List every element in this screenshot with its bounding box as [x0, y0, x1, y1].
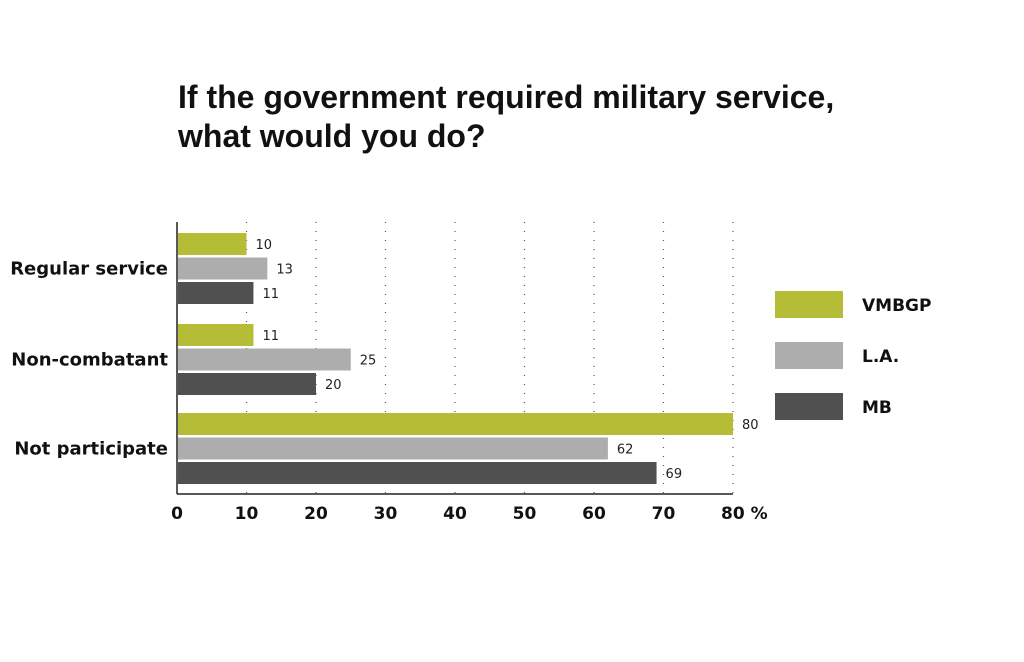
- data-label: 80: [742, 418, 759, 433]
- data-label: 25: [360, 354, 377, 369]
- axes: 0 10 20 30 40 50 60 70 80 % Regular service Non-co…: [10, 222, 768, 524]
- legend-swatch: [775, 342, 843, 369]
- legend-swatch: [775, 291, 843, 318]
- legend: VMBGP L.A. MB: [775, 291, 931, 420]
- x-tick-label: 40: [443, 504, 467, 524]
- legend-label: MB: [862, 398, 892, 418]
- bar: [178, 413, 733, 435]
- bar: [178, 437, 608, 460]
- bar: [178, 233, 247, 255]
- legend-swatch: [775, 393, 843, 420]
- data-label: 20: [325, 378, 342, 393]
- x-tick-label: 80 %: [721, 504, 768, 524]
- chart-title-line-2: what would you do?: [178, 118, 486, 154]
- x-tick-label: 50: [513, 504, 537, 524]
- bar: [178, 373, 316, 395]
- data-label: 69: [666, 467, 683, 482]
- data-label: 11: [262, 287, 279, 302]
- data-label: 62: [617, 443, 634, 458]
- data-label: 10: [256, 238, 273, 253]
- bar: [178, 462, 657, 484]
- data-label: 11: [262, 329, 279, 344]
- category-label: Not participate: [14, 439, 168, 460]
- category-label: Regular service: [10, 259, 168, 280]
- bar: [178, 324, 254, 346]
- bar: [178, 282, 254, 304]
- bar: [178, 257, 268, 280]
- data-label: 13: [276, 263, 293, 278]
- x-tick-label: 10: [235, 504, 259, 524]
- x-tick-label: 70: [652, 504, 676, 524]
- x-tick-label: 30: [374, 504, 398, 524]
- category-label: Non-combatant: [11, 350, 168, 371]
- x-tick-label: 0: [171, 504, 183, 524]
- chart-title-line-1: If the government required military serv…: [178, 79, 835, 115]
- chart-title: If the government required military serv…: [178, 78, 938, 156]
- legend-label: VMBGP: [862, 296, 931, 316]
- x-tick-label: 20: [304, 504, 328, 524]
- bar: [178, 348, 351, 371]
- x-tick-label: 60: [582, 504, 606, 524]
- legend-label: L.A.: [862, 347, 899, 367]
